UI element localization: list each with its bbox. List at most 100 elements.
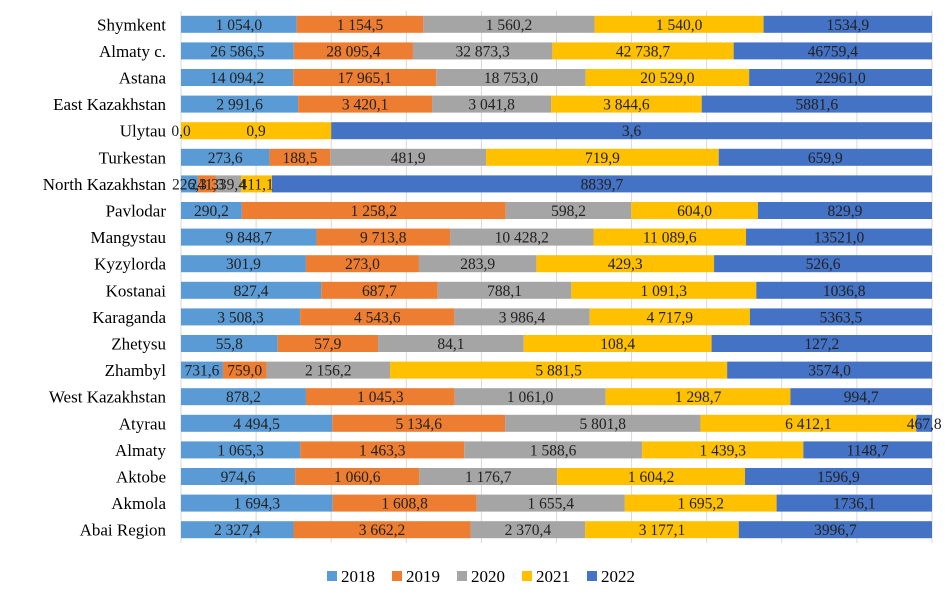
bar-segment-2022 [744,468,932,485]
bar-segment-2021 [631,202,758,219]
data-label-2021: 411,1 [239,176,273,193]
bar-segment-2022 [727,361,932,379]
data-label-2018: 731,6 [185,363,220,380]
data-label-2020: 788,1 [487,283,522,300]
data-label-2021: 108,4 [600,336,635,353]
bar-segment-2019 [300,308,455,326]
category-label: Almaty [115,441,166,460]
category-label: Astana [119,69,167,88]
bar-segment-2019 [241,202,506,219]
legend-label-2018: 2018 [341,567,375,586]
data-label-2019: 273,0 [345,256,380,273]
bar-segment-2018 [181,202,242,219]
bar-segment-2022 [757,202,932,219]
data-label-2021: 1 091,3 [641,283,688,300]
data-label-2019: 1 258,2 [351,203,398,220]
data-label-2021: 1 695,2 [677,496,724,513]
data-label-2022: 46759,4 [808,43,859,60]
bar-segment-2022 [331,122,932,140]
bar-segment-2019 [305,388,455,406]
category-label: Zhambyl [105,361,167,380]
data-label-2022: 13521,0 [814,230,865,247]
bar-segment-2018 [181,414,333,432]
bar-segment-2021 [536,255,715,273]
bar-segment-2021 [589,308,750,326]
data-label-2018: 273,6 [208,150,243,167]
bar-segment-2018 [181,468,296,485]
bar-segment-2018 [181,228,317,246]
category-label: Karaganda [92,308,166,327]
legend-label-2022: 2022 [601,567,635,586]
legend-swatch-2022 [587,571,597,581]
bar-segment-2020 [419,468,558,485]
bar-segment-2020 [470,521,586,539]
bar-segment-2021 [585,521,739,539]
bar-segment-2019 [293,521,471,539]
bar-segment-2020 [437,281,572,299]
bar-segment-2021 [700,414,917,432]
data-label-2022: 1148,7 [847,442,889,459]
bar-segment-2022 [738,521,932,539]
data-label-2019: 1 060,6 [334,469,381,486]
data-label-2020: 339,4 [211,176,246,193]
data-label-2019: 28 095,4 [326,43,381,60]
bar-segment-2020 [330,148,487,166]
bar-segment-2019 [332,494,477,512]
category-label: Abai Region [80,521,167,540]
bar-segment-2021 [486,148,719,166]
data-label-2018: 4 494,5 [233,416,280,433]
bar-segment-2020 [418,255,537,273]
category-label: Almaty c. [99,42,166,61]
data-label-2018: 226,3 [172,176,207,193]
data-label-2018: 14 094,2 [210,70,264,87]
data-label-2020: 18 753,0 [484,70,539,87]
bar-segment-2019 [295,468,420,485]
bar-segment-2019 [197,175,216,193]
bars [181,15,932,539]
bar-segment-2018 [181,494,333,512]
data-label-2019: 241,3 [189,176,224,193]
data-label-2021: 429,3 [608,256,643,273]
data-label-2021: 1 298,7 [675,389,722,406]
category-label: Zhetysu [111,335,166,354]
data-label-2020: 283,9 [460,256,495,273]
category-label: Turkestan [99,148,167,167]
bar-segment-2018 [181,15,297,33]
bar-segment-2019 [269,148,331,166]
bar-segment-2018 [181,281,322,299]
data-label-2019: 17 965,1 [338,70,392,87]
legend: 2018 2019 2020 2021 2022 [327,567,635,586]
data-label-2021: 604,0 [677,203,712,220]
bar-segment-2018 [181,175,198,193]
data-label-2022: 22961,0 [815,70,866,87]
data-label-2020: 10 428,2 [495,230,549,247]
bar-segment-2021 [551,95,702,113]
data-label-2022: 3996,7 [814,522,857,539]
bar-segment-2022 [746,228,932,246]
data-label-2022: 8839,7 [581,176,624,193]
data-label-2021: 42 738,7 [616,43,671,60]
data-label-2018: 2 991,6 [216,97,263,114]
data-label-2020: 3 041,8 [468,97,515,114]
bar-segment-2021 [594,15,764,33]
data-label-2021: 3 177,1 [639,522,686,539]
data-label-2019: 1 608,8 [381,496,428,513]
bar-segment-2020 [412,42,553,60]
data-label-2021: 20 529,0 [640,70,695,87]
bar-segment-2022 [749,69,932,86]
bar-segment-2021 [624,494,777,512]
bar-segment-2019 [277,335,379,352]
bar-segment-2021 [605,388,791,406]
data-label-2019: 188,5 [282,150,317,167]
legend-swatch-2021 [522,571,532,581]
legend-label-2019: 2019 [406,567,440,586]
data-label-2022: 467,8 [907,416,942,433]
category-label: West Kazakhstan [49,388,167,407]
data-label-2020: 2 156,2 [305,363,352,380]
bar-segment-2018 [181,95,299,113]
data-label-2019: 759,0 [227,363,262,380]
data-label-2018: 1 054,0 [216,17,263,34]
legend-label-2020: 2020 [471,567,505,586]
data-label-2018: 55,8 [216,336,243,353]
bar-segment-2018 [181,69,294,86]
